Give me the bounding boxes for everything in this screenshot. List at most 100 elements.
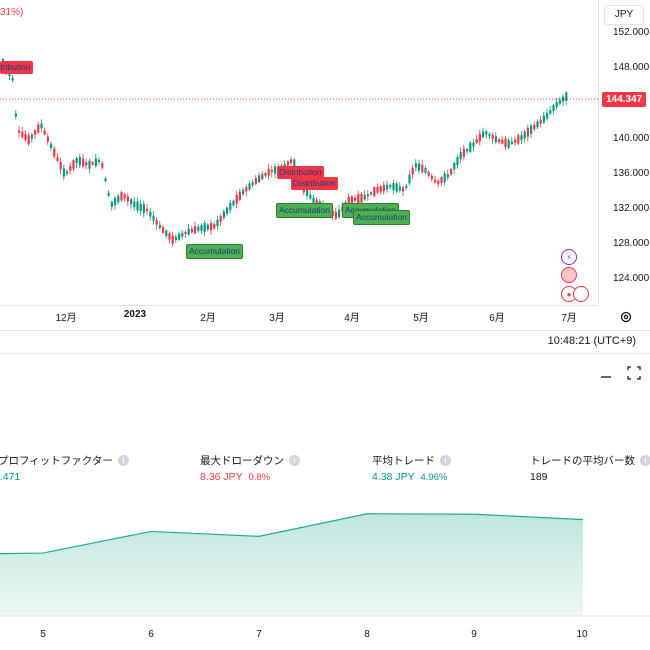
candle	[389, 185, 392, 188]
candle	[306, 189, 309, 196]
metric-value: 4.471	[0, 471, 21, 483]
metric-profit-factor: プロフィットファクター i 4.471	[0, 453, 129, 483]
time-label: 2023	[123, 309, 147, 320]
candle	[382, 185, 385, 192]
candle	[523, 131, 526, 139]
info-icon[interactable]: i	[117, 455, 129, 466]
price-label: 148.000	[613, 62, 650, 73]
candle	[386, 185, 389, 190]
candle	[494, 136, 497, 143]
info-icon[interactable]: i	[440, 455, 451, 466]
candle	[251, 182, 254, 186]
metric-title: 最大ドローダウン	[200, 455, 284, 467]
candle	[24, 134, 27, 140]
candle	[542, 115, 545, 123]
price-chart[interactable]: 31%) Distribution Distribution Distribut…	[0, 0, 650, 330]
price-label: 124.000	[613, 273, 650, 284]
candle	[43, 130, 46, 135]
candle	[475, 139, 478, 143]
candle	[261, 173, 264, 180]
candle	[213, 223, 216, 229]
event-icon[interactable]	[573, 286, 589, 302]
candle	[94, 158, 97, 167]
time-label: 12月	[55, 313, 77, 324]
distribution-tag: Distribution	[0, 61, 33, 74]
minimize-icon[interactable]	[599, 367, 613, 379]
candlestick-chart[interactable]	[0, 0, 598, 305]
candle	[114, 198, 117, 206]
currency-selector[interactable]: JPY	[604, 5, 644, 25]
info-icon[interactable]: i	[640, 455, 650, 466]
x-tick-label: 9	[471, 629, 477, 640]
candle	[478, 133, 481, 142]
candle	[539, 119, 542, 124]
candle	[446, 174, 449, 178]
metric-title: プロフィットファクター	[0, 455, 113, 467]
candle	[283, 164, 286, 168]
candle	[110, 201, 113, 207]
candle	[405, 185, 408, 189]
settings-icon[interactable]	[619, 310, 633, 324]
area-line	[0, 513, 584, 555]
candle	[229, 203, 232, 211]
candle	[456, 156, 459, 166]
candle	[472, 142, 475, 147]
candle	[181, 232, 184, 237]
candle	[267, 168, 270, 176]
candle	[85, 162, 88, 166]
candle	[120, 192, 123, 201]
candle	[395, 183, 398, 192]
candle	[142, 204, 145, 214]
maximize-icon[interactable]	[626, 365, 642, 381]
candle	[152, 215, 155, 221]
candle	[440, 177, 443, 183]
candle	[190, 228, 193, 233]
candle	[411, 167, 414, 175]
candle	[501, 139, 504, 144]
candle	[37, 124, 40, 133]
candle	[290, 159, 293, 164]
candle	[421, 164, 424, 173]
candle	[171, 235, 174, 244]
candle	[418, 163, 421, 171]
candle	[162, 227, 165, 233]
distribution-tag: Distribution	[277, 166, 324, 179]
candle	[27, 135, 30, 145]
info-icon[interactable]: i	[289, 455, 300, 466]
candle	[434, 179, 437, 183]
candle	[552, 105, 555, 112]
flag-icon[interactable]	[561, 267, 577, 283]
candle	[430, 175, 433, 179]
candle	[34, 130, 37, 135]
candle	[21, 131, 24, 137]
status-bar: 10:48:21 (UTC+9)	[0, 330, 650, 354]
candle	[88, 160, 91, 169]
candle	[427, 172, 430, 176]
time-label: 2月	[200, 313, 216, 324]
candle	[334, 211, 337, 219]
price-axis[interactable]: 152.000 148.000 140.000 136.000 132.000 …	[598, 0, 650, 305]
candle	[78, 157, 81, 166]
candle	[437, 180, 440, 184]
candle	[222, 211, 225, 218]
time-axis[interactable]: 12月 2023 2月 3月 4月 5月 6月 7月	[0, 305, 632, 330]
candle	[520, 135, 523, 141]
candle	[286, 161, 289, 166]
candle	[219, 215, 222, 222]
candle	[376, 186, 379, 193]
candle	[187, 228, 190, 235]
metric-value: 8.36 JPY	[200, 471, 243, 483]
candle	[264, 173, 267, 176]
candle	[50, 143, 53, 148]
candle	[232, 200, 235, 206]
strategy-panel: プロフィットファクター i 4.471 最大ドローダウン i 8.36 JPY 0.…	[0, 353, 650, 650]
candle	[504, 138, 507, 148]
lightning-icon[interactable]: ⚡	[561, 249, 577, 265]
equity-area-chart[interactable]	[0, 353, 650, 650]
clock[interactable]: 10:48:21 (UTC+9)	[547, 335, 636, 347]
candle	[354, 197, 357, 201]
candle	[130, 199, 133, 205]
candle	[459, 152, 462, 160]
candle	[59, 162, 62, 170]
candle	[443, 173, 446, 183]
